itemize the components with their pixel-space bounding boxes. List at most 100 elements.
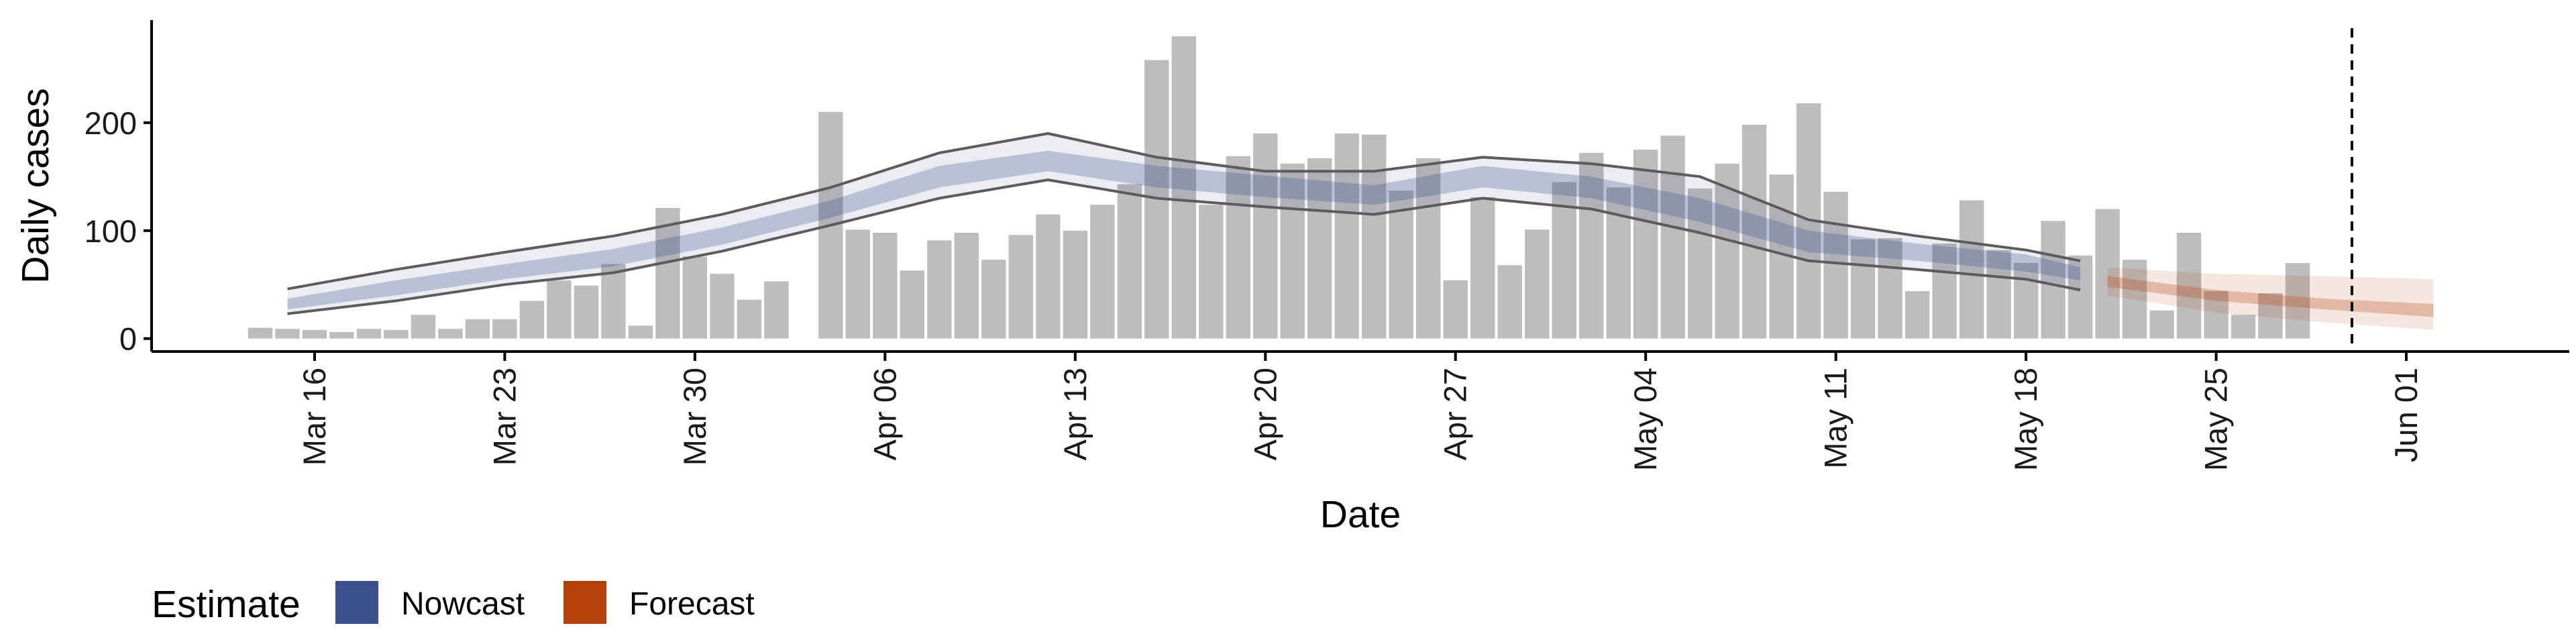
y-tick-label: 200 bbox=[85, 105, 137, 141]
bar bbox=[1497, 265, 1522, 339]
bar bbox=[764, 281, 789, 339]
bar bbox=[547, 280, 572, 339]
y-tick-label: 100 bbox=[85, 213, 137, 249]
bar bbox=[981, 260, 1006, 339]
x-tick-label: Apr 27 bbox=[1438, 368, 1473, 460]
bar bbox=[1688, 189, 1713, 339]
bar bbox=[1741, 125, 1767, 339]
bar bbox=[1878, 238, 1902, 339]
bar bbox=[737, 299, 762, 339]
legend: Estimate Nowcast Forecast bbox=[152, 581, 755, 626]
x-tick-label: Jun 01 bbox=[2388, 368, 2424, 462]
x-tick-label: Apr 06 bbox=[867, 368, 902, 460]
x-tick-label: May 25 bbox=[2198, 368, 2234, 471]
bar bbox=[1660, 136, 1685, 339]
bar bbox=[954, 233, 979, 339]
nowcast-inner-band bbox=[287, 150, 2081, 310]
bar bbox=[519, 301, 545, 339]
bar bbox=[1850, 239, 1876, 339]
bar bbox=[2258, 293, 2283, 339]
bar bbox=[384, 329, 409, 339]
bar bbox=[1932, 244, 1957, 339]
bar bbox=[900, 270, 924, 339]
bar bbox=[302, 329, 327, 339]
bar bbox=[1823, 191, 1848, 339]
legend-label-forecast: Forecast bbox=[629, 586, 755, 622]
bar bbox=[1171, 36, 1196, 339]
bar bbox=[1715, 164, 1739, 339]
bar bbox=[845, 229, 870, 339]
nowcast-upper-line bbox=[287, 132, 2081, 290]
x-tick-label: Mar 23 bbox=[486, 368, 522, 466]
bar bbox=[2041, 221, 2065, 339]
bar bbox=[1904, 290, 1930, 339]
bar bbox=[927, 240, 952, 339]
forecast-outer-band bbox=[2107, 267, 2434, 330]
nowcast-lower-line bbox=[287, 178, 2081, 315]
bar bbox=[2231, 315, 2256, 339]
bar bbox=[1470, 197, 1495, 339]
bar bbox=[628, 325, 653, 339]
x-tick-label: Apr 13 bbox=[1057, 368, 1093, 460]
bar bbox=[2095, 209, 2120, 339]
bar bbox=[411, 315, 436, 339]
bar bbox=[1334, 133, 1359, 339]
bar bbox=[2122, 260, 2147, 339]
bar bbox=[601, 264, 626, 339]
x-tick-label: May 11 bbox=[1818, 368, 1854, 469]
bar bbox=[1117, 184, 1142, 339]
x-axis-title: Date bbox=[1320, 493, 1401, 536]
axes: 0 100 200 Mar 16 Mar 23 Mar 30 Apr 06 Apr 13 Apr… bbox=[85, 20, 2569, 471]
bar bbox=[329, 332, 354, 339]
bar bbox=[1389, 191, 1413, 339]
bar bbox=[1199, 205, 1224, 339]
bar bbox=[1280, 164, 1305, 339]
x-tick-label: Mar 16 bbox=[297, 368, 332, 466]
bar bbox=[1063, 230, 1087, 339]
bar bbox=[492, 319, 517, 339]
x-tick-label: Apr 20 bbox=[1247, 368, 1283, 460]
bar bbox=[574, 285, 599, 339]
legend-label-nowcast: Nowcast bbox=[401, 586, 525, 622]
bar bbox=[1416, 158, 1441, 339]
plot-area bbox=[248, 28, 2434, 352]
bar bbox=[1253, 133, 1278, 339]
bar bbox=[1525, 229, 1550, 339]
bar bbox=[248, 327, 273, 339]
bar bbox=[2285, 263, 2310, 339]
bar bbox=[655, 208, 680, 339]
bar bbox=[710, 274, 735, 339]
bar bbox=[2149, 310, 2174, 339]
legend-swatch-nowcast bbox=[335, 581, 378, 624]
bar bbox=[1307, 158, 1332, 339]
bar bbox=[2176, 233, 2202, 339]
bar bbox=[2013, 263, 2039, 339]
bar bbox=[1226, 156, 1250, 339]
bar bbox=[1008, 235, 1033, 339]
legend-swatch-forecast bbox=[564, 581, 606, 624]
bar bbox=[356, 329, 382, 339]
bar bbox=[275, 329, 300, 339]
bar bbox=[1036, 214, 1061, 339]
y-axis-title: Daily cases bbox=[14, 88, 57, 283]
x-tick-label: May 04 bbox=[1627, 368, 1663, 471]
bar bbox=[1633, 150, 1658, 339]
legend-title: Estimate bbox=[152, 583, 301, 626]
bar bbox=[2068, 255, 2093, 339]
bar bbox=[1579, 152, 1604, 339]
x-tick-label: May 18 bbox=[2008, 368, 2043, 471]
bar bbox=[1986, 250, 2011, 339]
bar bbox=[2204, 290, 2229, 339]
bar bbox=[438, 329, 463, 339]
bar bbox=[873, 233, 898, 339]
bar bbox=[465, 319, 490, 339]
y-tick-label: 0 bbox=[119, 321, 137, 357]
nowcast-outer-band bbox=[287, 133, 2081, 314]
bar bbox=[1959, 200, 1984, 339]
bar bbox=[682, 256, 708, 339]
x-tick-label: Mar 30 bbox=[677, 368, 712, 466]
bar bbox=[1090, 205, 1115, 339]
bar bbox=[1362, 134, 1387, 339]
bar bbox=[1443, 280, 1468, 339]
